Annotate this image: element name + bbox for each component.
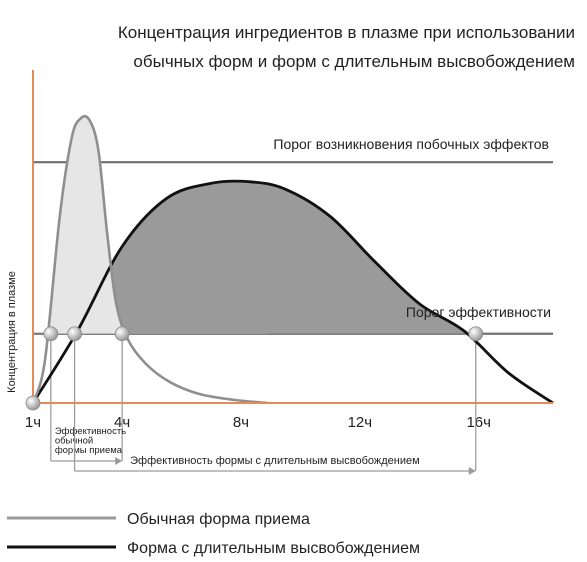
series-line-extended [31,179,554,405]
legend-label-1: Форма с длительным высвобождением [127,540,420,557]
chart-title-line-2: обычных форм и форм с длительным высвобо… [133,52,575,71]
point-marker-1 [43,326,59,342]
span-arrow-1 [468,467,476,475]
x-tick-label-3: 12ч [348,414,373,431]
series-fill-extended [75,181,468,334]
span-arrow-0 [115,457,123,465]
legend: Обычная форма приема Форма с длительным в… [7,511,420,557]
point-marker-2 [67,326,82,342]
threshold-label-side-effects: Порог возникновения побочных эффектов [273,136,549,152]
series-line-regular [31,114,268,405]
series-fill-regular [48,116,126,334]
point-marker-3 [114,326,130,342]
x-tick-label-0: 1ч [25,414,41,431]
span-label-regular-line-0: Эффективность [55,426,126,437]
x-tick-label-2: 8ч [233,414,249,431]
threshold-label-efficacy: Порог эффективности [406,304,551,320]
legend-label-0: Обычная форма приема [127,511,310,528]
point-marker-0 [25,395,41,411]
point-marker-4 [468,326,484,342]
chart-title-line-1: Концентрация ингредиентов в плазме при и… [118,23,575,42]
plot-area: Порог возникновения побочных эффектов Пор… [25,70,554,475]
span-label-extended: Эффективность формы с длительным высвобо… [130,455,420,467]
x-tick-label-4: 16ч [466,414,491,431]
y-axis-label: Концентрация в плазме [6,271,18,393]
span-label-regular-line-2: формы приема [55,445,123,456]
